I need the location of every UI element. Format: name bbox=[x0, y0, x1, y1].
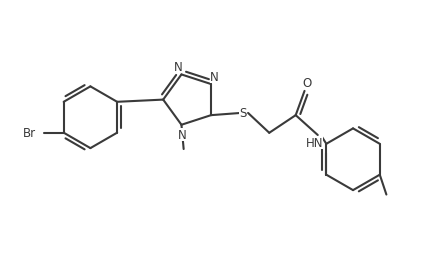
Text: O: O bbox=[302, 77, 311, 90]
Text: N: N bbox=[174, 61, 182, 74]
Text: N: N bbox=[210, 70, 219, 83]
Text: S: S bbox=[239, 107, 247, 120]
Text: Br: Br bbox=[23, 127, 36, 140]
Text: N: N bbox=[178, 129, 187, 141]
Text: HN: HN bbox=[306, 137, 323, 150]
